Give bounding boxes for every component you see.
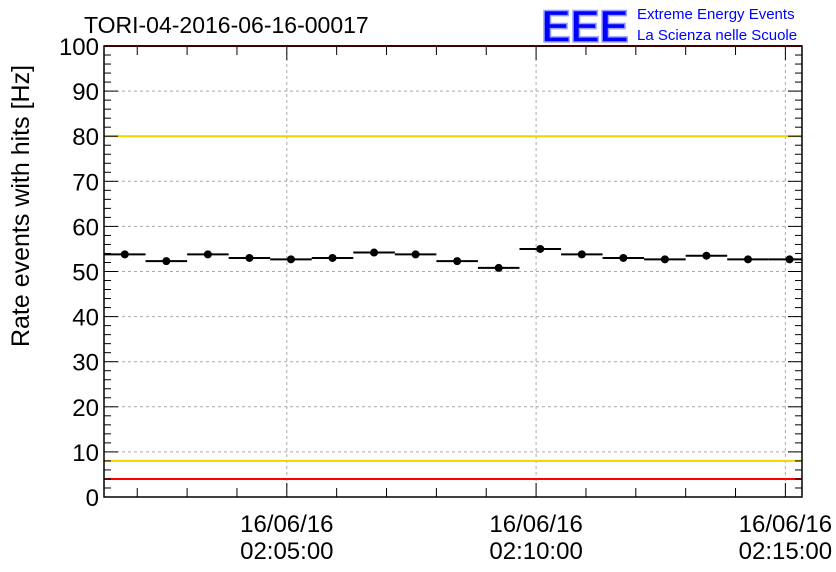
x-tick-date-label: 16/06/16	[739, 511, 832, 538]
y-tick-label: 0	[86, 485, 99, 512]
data-point	[120, 250, 129, 259]
y-tick-label: 30	[72, 350, 99, 377]
y-tick-label: 90	[72, 79, 99, 106]
x-tick-time-label: 02:10:00	[489, 538, 582, 565]
data-point	[203, 250, 212, 259]
eee-logo: EEE Extreme Energy Events La Scienza nel…	[540, 0, 797, 53]
data-point	[328, 253, 337, 262]
axis-ticks	[104, 45, 802, 498]
chart-title: TORI-04-2016-06-16-00017	[84, 12, 369, 38]
grid-lines	[104, 46, 802, 497]
data-point	[162, 257, 171, 266]
y-tick-label: 40	[72, 305, 99, 332]
axis-labels: 010203040506070809010016/06/1602:05:0016…	[59, 34, 832, 565]
data-point	[785, 255, 794, 264]
data-point	[411, 250, 420, 259]
x-tick-time-label: 02:15:00	[739, 538, 832, 565]
data-point	[743, 255, 752, 264]
data-point	[577, 250, 586, 259]
logo-line-2: La Scienza nelle Scuole	[637, 27, 797, 44]
y-axis-label: Rate events with hits [Hz]	[7, 65, 35, 347]
data-point	[370, 248, 379, 257]
y-tick-label: 50	[72, 260, 99, 287]
data-point	[660, 255, 669, 264]
data-point	[619, 253, 628, 262]
data-point	[286, 255, 295, 264]
data-points	[104, 244, 802, 272]
y-tick-label: 20	[72, 395, 99, 422]
eee-logo-mark: EEE	[541, 1, 628, 52]
data-point	[536, 244, 545, 253]
data-point	[494, 263, 503, 272]
y-tick-label: 60	[72, 214, 99, 241]
y-tick-label: 100	[59, 34, 99, 61]
data-point	[245, 253, 254, 262]
data-point	[702, 251, 711, 260]
x-tick-time-label: 02:05:00	[240, 538, 333, 565]
x-tick-date-label: 16/06/16	[240, 511, 333, 538]
x-tick-date-label: 16/06/16	[489, 511, 582, 538]
logo-line-1: Extreme Energy Events	[637, 6, 795, 23]
threshold-lines	[104, 45, 802, 480]
y-tick-label: 80	[72, 124, 99, 151]
data-point	[453, 257, 462, 266]
y-tick-label: 10	[72, 440, 99, 467]
y-tick-label: 70	[72, 169, 99, 196]
